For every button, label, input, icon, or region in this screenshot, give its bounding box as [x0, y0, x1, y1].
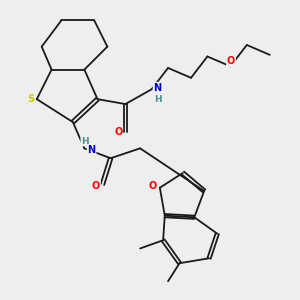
Text: S: S	[27, 94, 34, 104]
Text: O: O	[114, 127, 122, 137]
Text: H: H	[81, 136, 89, 146]
Text: H: H	[154, 94, 161, 103]
Text: O: O	[92, 181, 100, 191]
Text: N: N	[88, 145, 96, 155]
Text: O: O	[227, 56, 235, 66]
Text: N: N	[154, 83, 162, 93]
Text: O: O	[148, 181, 157, 191]
